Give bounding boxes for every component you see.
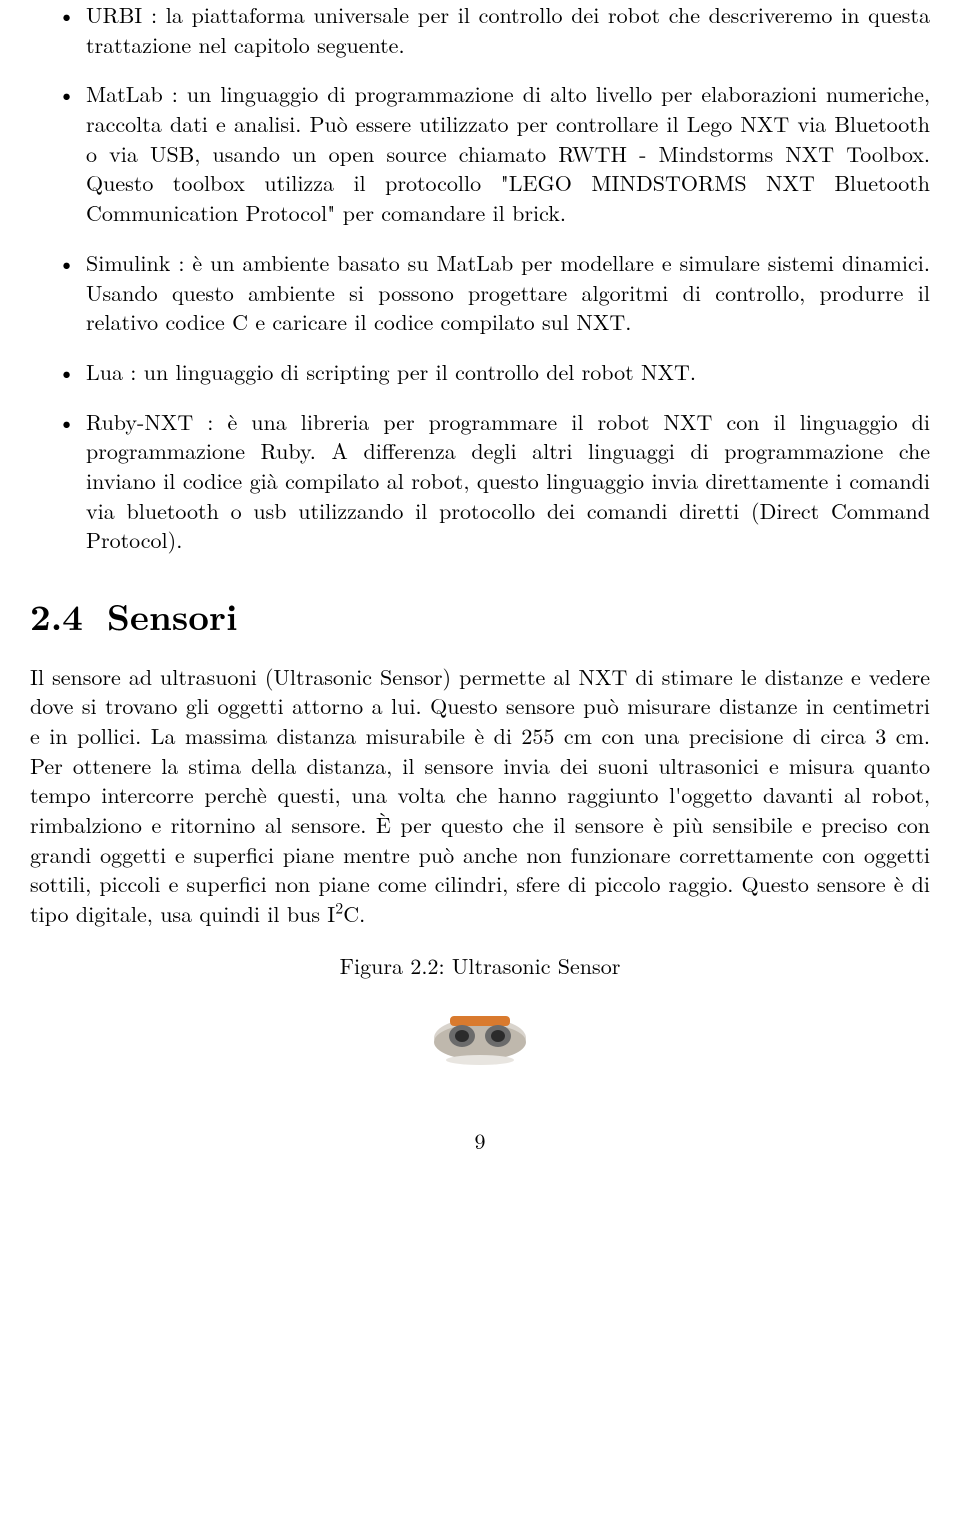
figure-caption: Figura 2.2: Ultrasonic Sensor bbox=[30, 951, 930, 981]
list-item: Lua : un linguaggio di scripting per il … bbox=[86, 357, 930, 387]
list-item: Simulink : è un ambiente basato su MatLa… bbox=[86, 248, 930, 337]
figure-box bbox=[30, 998, 930, 1070]
section-heading: 2.4 Sensori bbox=[30, 591, 930, 640]
body-paragraph: Il sensore ad ultrasuoni (Ultrasonic Sen… bbox=[30, 662, 930, 929]
section-title: Sensori bbox=[107, 589, 238, 641]
page-number: 9 bbox=[30, 1126, 930, 1156]
ultrasonic-sensor-icon bbox=[420, 998, 540, 1070]
bullet-list: URBI : la piattaforma universale per il … bbox=[30, 0, 930, 555]
page: URBI : la piattaforma universale per il … bbox=[0, 0, 960, 1216]
list-item: URBI : la piattaforma universale per il … bbox=[86, 0, 930, 59]
list-item: Ruby-NXT : è una libreria per programmar… bbox=[86, 407, 930, 555]
section-number: 2.4 bbox=[30, 589, 83, 641]
list-item: MatLab : un linguaggio di programmazione… bbox=[86, 79, 930, 227]
